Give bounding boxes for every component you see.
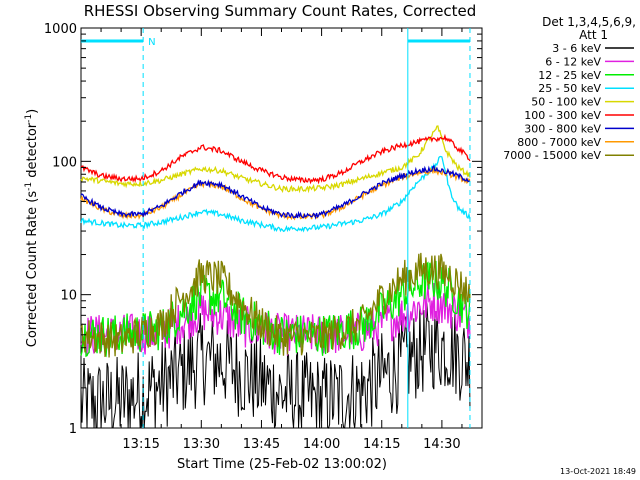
y-axis-label-part3: ): [25, 109, 40, 114]
x-tick-label-4: 14:15: [363, 437, 400, 452]
x-tick-label-2: 13:45: [243, 437, 280, 452]
legend-label-5: 100 - 300 keV: [524, 109, 601, 122]
legend-label-8: 7000 - 15000 keV: [503, 149, 601, 162]
y-axis-label-part1: Corrected Count Rate (s: [25, 191, 40, 348]
x-tick-label-3: 14:00: [303, 437, 340, 452]
legend-label-6: 300 - 800 keV: [524, 122, 601, 135]
series-line-3: [80, 155, 471, 233]
legend-label-1: 6 - 12 keV: [545, 55, 601, 68]
x-tick-label-0: 13:15: [122, 437, 159, 452]
plot-series: [80, 125, 471, 429]
annotation-letter: N: [148, 37, 155, 48]
chart-title: RHESSI Observing Summary Count Rates, Co…: [84, 2, 477, 20]
y-axis-label: Corrected Count Rate (s-1 detector-1): [24, 109, 40, 347]
y-tick-label-1: 10: [60, 289, 77, 304]
plot-axes: 13:15 13:30 13:45 14:00 14:15 14:30 1 10 100 1000: [44, 22, 482, 452]
y-axis-label-part2: detector: [25, 122, 40, 182]
legend-header-line2: Att 1: [579, 28, 608, 42]
footer-date: 13-Oct-2021 18:49: [560, 467, 636, 476]
series-line-5: [80, 133, 471, 185]
y-tick-label-2: 100: [52, 155, 77, 170]
legend-label-0: 3 - 6 keV: [552, 42, 601, 55]
legend-header-line1: Det 1,3,4,5,6,9,: [542, 15, 636, 29]
series-line-6: [80, 164, 471, 220]
legend-label-3: 25 - 50 keV: [538, 82, 601, 95]
series-line-8: [80, 252, 471, 358]
y-tick-label-3: 1000: [44, 22, 77, 37]
x-axis-label: Start Time (25-Feb-02 13:00:02): [177, 457, 387, 472]
series-line-4: [80, 125, 471, 194]
plot-overlays: N: [81, 28, 471, 428]
legend-label-7: 800 - 7000 keV: [517, 136, 601, 149]
legend-label-2: 12 - 25 keV: [538, 69, 601, 82]
y-axis-label-sup1: -1: [24, 182, 34, 191]
y-tick-label-0: 1: [69, 422, 77, 437]
legend-label-4: 50 - 100 keV: [531, 96, 601, 109]
x-tick-label-1: 13:30: [183, 437, 220, 452]
x-tick-label-5: 14:30: [423, 437, 460, 452]
y-axis-label-sup2: -1: [24, 114, 34, 123]
